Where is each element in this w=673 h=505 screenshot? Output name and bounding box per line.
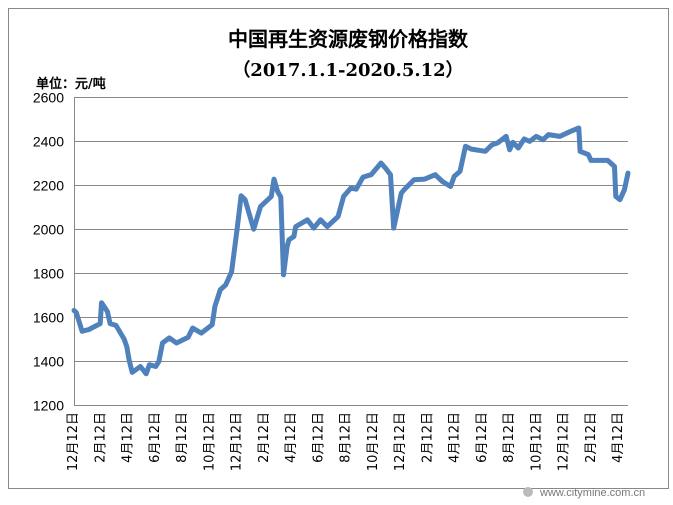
watermark-logo-icon <box>523 487 533 497</box>
x-tick-label: 10月12日 <box>366 412 381 471</box>
x-tick-label: 4月12日 <box>448 412 463 463</box>
y-tick-label: 1600 <box>33 310 64 326</box>
x-tick-label: 8月12日 <box>175 412 190 463</box>
x-tick-label: 12月12日 <box>230 412 245 471</box>
x-tick-label: 4月12日 <box>611 412 626 463</box>
watermark-text: www.citymine.com.cn <box>539 487 645 499</box>
x-tick-label: 4月12日 <box>284 412 299 463</box>
y-tick-label: 1400 <box>33 354 64 370</box>
y-tick-label: 2400 <box>33 134 64 150</box>
x-tick-label: 12月12日 <box>557 412 572 471</box>
x-tick-label: 10月12日 <box>202 412 217 471</box>
x-tick-label: 10月12日 <box>529 412 544 471</box>
x-tick-label: 8月12日 <box>339 412 354 463</box>
x-tick-label: 2月12日 <box>93 412 108 463</box>
chart-title: 中国再生资源废钢价格指数 <box>228 27 469 51</box>
x-tick-label: 6月12日 <box>148 412 163 463</box>
x-tick-label: 2月12日 <box>420 412 435 463</box>
x-tick-label: 8月12日 <box>502 412 517 463</box>
chart-subtitle: （2017.1.1-2020.5.12） <box>232 60 463 81</box>
series-line <box>71 125 631 377</box>
watermark: www.citymine.com.cn <box>523 487 645 499</box>
x-tick-label: 4月12日 <box>121 412 136 463</box>
x-tick-label: 2月12日 <box>584 412 599 463</box>
x-tick-label: 2月12日 <box>257 412 272 463</box>
y-axis-unit-label: 单位：元/吨 <box>36 76 106 92</box>
x-tick-label: 12月12日 <box>393 412 408 471</box>
y-tick-label: 2200 <box>33 178 64 194</box>
x-tick-label: 12月12日 <box>66 412 81 471</box>
chart-frame <box>8 8 669 489</box>
y-tick-label: 2600 <box>33 90 64 106</box>
y-tick-label: 2000 <box>33 222 64 238</box>
x-tick-label: 6月12日 <box>475 412 490 463</box>
y-tick-label: 1200 <box>33 398 64 414</box>
x-tick-label: 6月12日 <box>311 412 326 463</box>
y-tick-label: 1800 <box>33 266 64 282</box>
